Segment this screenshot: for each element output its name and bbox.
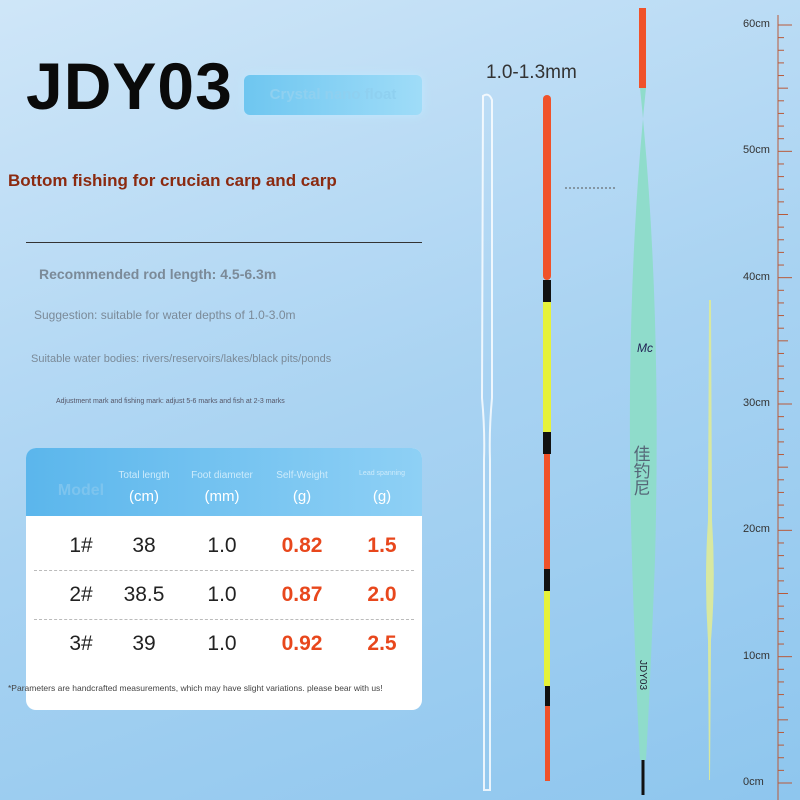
spec: Recommended rod length: 4.5-6.3m: [39, 266, 277, 282]
table-cell: 0.82: [281, 534, 323, 557]
table-cell: 38: [132, 534, 156, 557]
column-label: Lead spanning: [359, 470, 405, 477]
table-cell: 1.0: [207, 534, 237, 557]
table-cell: 2.5: [367, 632, 397, 655]
table-cell: 1.5: [367, 534, 397, 557]
table-cell: 1#: [69, 534, 93, 557]
ruler-label: 20cm: [743, 523, 770, 536]
table-cell: 3#: [69, 632, 93, 655]
table-cell: 2.0: [367, 583, 397, 606]
table-cell: 0.87: [281, 583, 323, 606]
spec: Suitable water bodies: rivers/reservoirs…: [31, 353, 332, 365]
table-header: Model Total length (cm) Foot diameter (mm) Se…: [26, 448, 422, 516]
table-cell: 2#: [69, 583, 93, 606]
ruler-label: 10cm: [743, 649, 770, 662]
brand: Mc: [637, 341, 653, 355]
float-model: JDY03: [637, 660, 648, 690]
column-label: Model: [57, 482, 105, 499]
ruler-label: 50cm: [743, 144, 770, 157]
diameter-label: 1.0-1.3mm: [486, 62, 577, 83]
badge: Crystal nano float: [244, 75, 422, 115]
column-unit: (mm): [204, 488, 240, 505]
ruler-label: 60cm: [743, 18, 770, 30]
column-label: Self-Weight: [276, 470, 328, 481]
column-label: Total length: [118, 470, 170, 481]
spec-table: Model Total length (cm) Foot diameter (mm) Se…: [26, 448, 422, 710]
table-cell: 39: [132, 632, 156, 655]
table-cell: 1.0: [207, 632, 237, 655]
footnote: *Parameters are handcrafted measurements…: [8, 683, 383, 693]
divider: [26, 242, 422, 243]
spec: Suggestion: suitable for water depths of…: [34, 308, 296, 322]
table-cell: 0.92: [281, 632, 323, 655]
chinese-brand: 佳钓尼: [631, 445, 651, 496]
column-unit: (g): [292, 488, 312, 505]
column-label: Foot diameter: [191, 470, 253, 481]
table-cell: 38.5: [123, 583, 165, 606]
row-separator: [34, 570, 414, 571]
ruler-label: 30cm: [743, 397, 770, 409]
ruler-label: 0cm: [743, 776, 764, 788]
column-unit: (g): [372, 488, 392, 505]
subtitle: Bottom fishing for crucian carp and carp: [8, 171, 337, 190]
row-separator: [34, 619, 414, 620]
ruler-label: 40cm: [743, 270, 770, 283]
table-cell: 1.0: [207, 583, 237, 606]
column-unit: (cm): [129, 488, 159, 505]
spec: Adjustment mark and fishing mark: adjust…: [56, 398, 285, 405]
title: JDY03: [26, 49, 233, 123]
